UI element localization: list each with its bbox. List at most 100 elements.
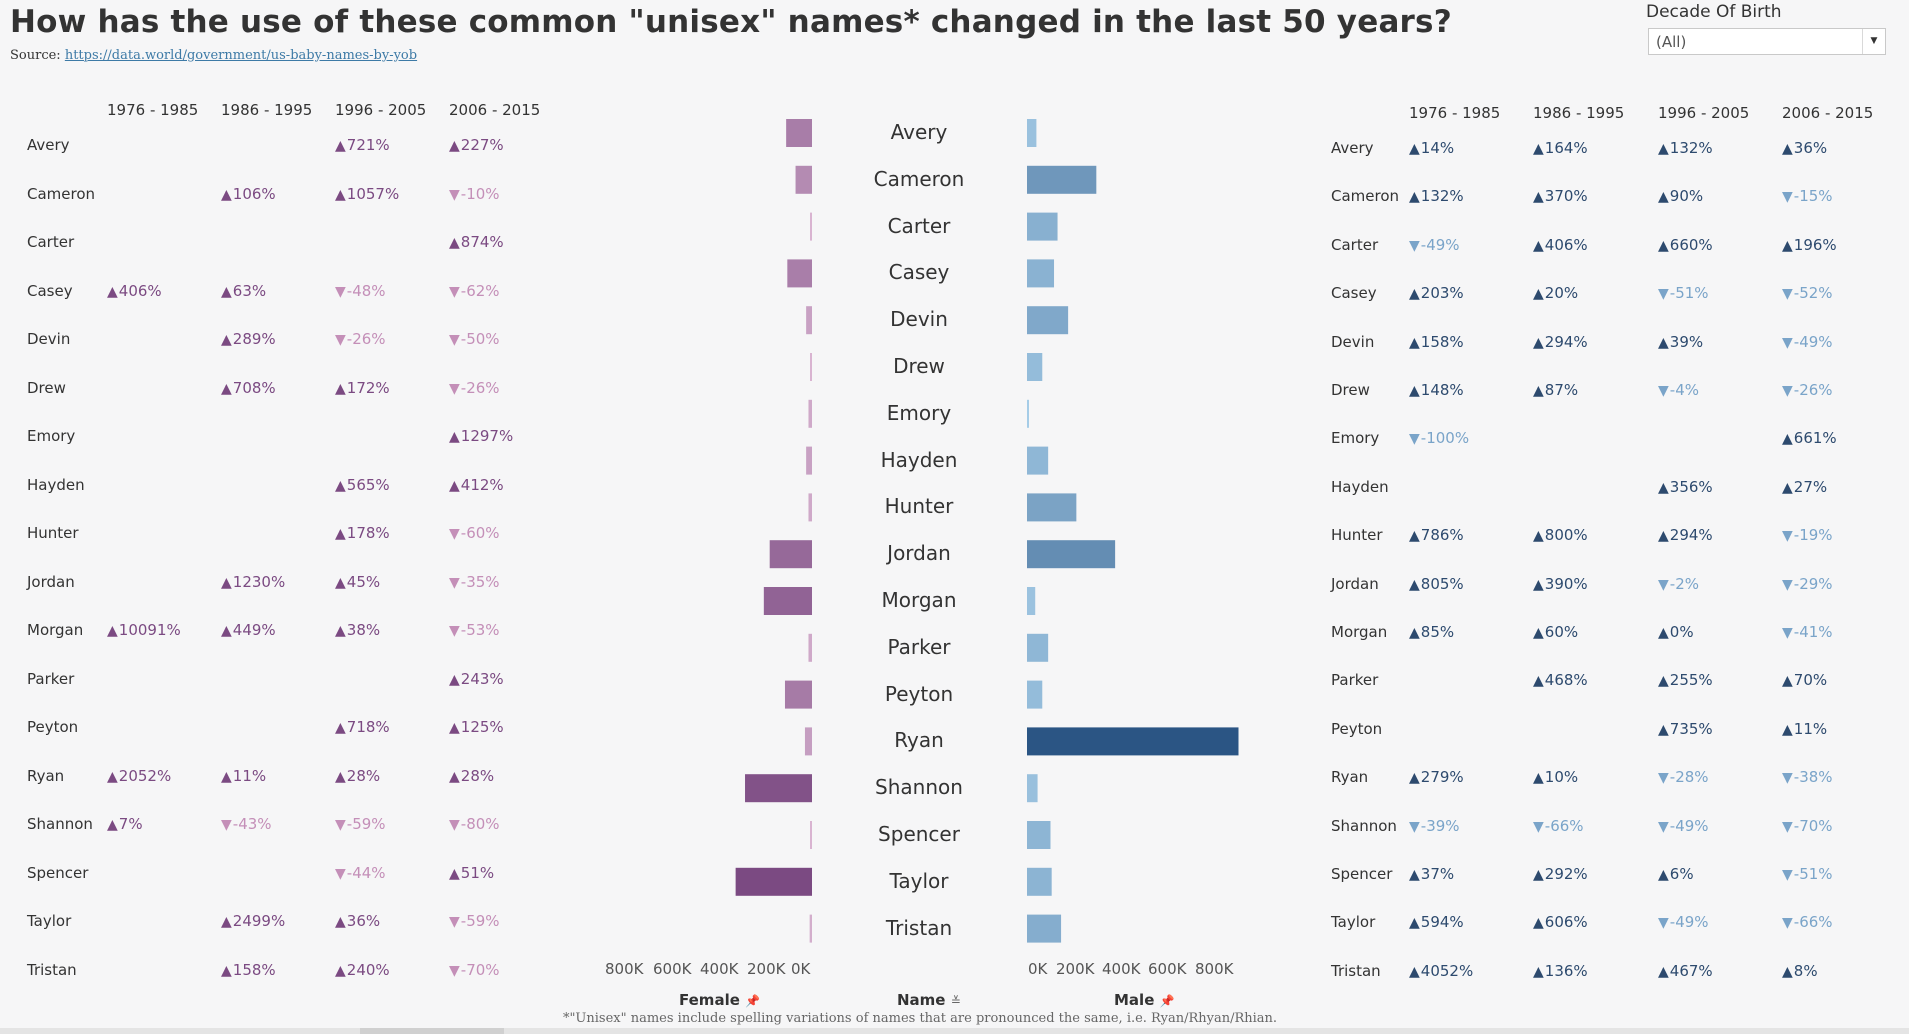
male-axis-title[interactable]: Male 📌	[1114, 991, 1175, 1009]
change-value: 60%	[1544, 623, 1579, 641]
female-axis-title[interactable]: Female 📌	[679, 991, 761, 1009]
female-bar[interactable]	[808, 493, 812, 522]
up-arrow-icon: ▲	[1409, 189, 1420, 206]
male-bar[interactable]	[1027, 165, 1097, 194]
change-value: -60%	[460, 524, 500, 542]
pin-icon[interactable]: 📌	[1159, 994, 1175, 1008]
male-bar[interactable]	[1027, 399, 1029, 428]
female-bar[interactable]	[810, 353, 812, 381]
up-arrow-icon: ▲	[449, 138, 460, 154]
male-axis-tick: 600K	[1148, 960, 1187, 978]
male-bar[interactable]	[1027, 867, 1052, 896]
change-value: 356%	[1669, 477, 1713, 496]
up-arrow-icon: ▲	[1658, 189, 1669, 206]
male-bar[interactable]	[1027, 727, 1239, 756]
male-bar[interactable]	[1027, 680, 1043, 709]
change-value: 370%	[1544, 187, 1588, 206]
center-name-label: Parker	[887, 634, 951, 659]
change-value: -49%	[1793, 332, 1833, 351]
female-change-cell: ▲158%	[221, 961, 276, 979]
male-bar[interactable]	[1027, 446, 1049, 475]
change-value: 2052%	[118, 766, 172, 785]
male-bar[interactable]	[1027, 119, 1037, 147]
female-row-name: Spencer	[27, 863, 89, 882]
female-change-cell: ▲178%	[335, 524, 390, 542]
male-bar[interactable]	[1027, 540, 1116, 569]
male-change-cell: ▼-100%	[1409, 429, 1469, 447]
female-bar[interactable]	[763, 587, 812, 615]
male-row-name: Ryan	[1331, 768, 1369, 787]
male-change-cell: ▲406%	[1533, 236, 1588, 254]
up-arrow-icon: ▲	[1782, 237, 1793, 254]
up-arrow-icon: ▲	[449, 235, 460, 251]
female-bar[interactable]	[806, 306, 812, 335]
decade-filter-dropdown[interactable]: (All) ▼	[1648, 28, 1886, 55]
source-label: Source:	[10, 48, 61, 63]
male-bar[interactable]	[1027, 633, 1049, 662]
sort-icon[interactable]: ≚	[950, 994, 961, 1008]
male-bar[interactable]	[1027, 821, 1051, 849]
change-value: -59%	[460, 912, 500, 930]
female-bar[interactable]	[810, 212, 812, 241]
male-change-cell: ▼-70%	[1782, 817, 1833, 835]
up-arrow-icon: ▲	[1409, 770, 1420, 787]
change-value: -39%	[1420, 816, 1460, 835]
male-bar[interactable]	[1027, 914, 1062, 943]
male-bar[interactable]	[1027, 493, 1077, 522]
female-bar[interactable]	[795, 165, 812, 194]
male-bar[interactable]	[1027, 259, 1055, 288]
female-bar[interactable]	[787, 259, 812, 288]
down-arrow-icon: ▼	[221, 817, 232, 833]
change-value: -66%	[1544, 816, 1584, 835]
female-bar[interactable]	[804, 727, 812, 756]
change-value: 203%	[1420, 284, 1464, 303]
change-value: -51%	[1669, 284, 1709, 303]
female-bar[interactable]	[769, 540, 812, 569]
female-bar[interactable]	[784, 680, 812, 709]
female-bar[interactable]	[735, 867, 812, 896]
male-change-cell: ▼-51%	[1782, 865, 1833, 883]
female-bar[interactable]	[808, 633, 812, 662]
female-change-cell: ▲11%	[221, 767, 266, 785]
female-bar[interactable]	[810, 821, 812, 849]
female-row-name: Hunter	[27, 524, 79, 542]
up-arrow-icon: ▲	[1533, 770, 1544, 787]
change-value: -80%	[460, 815, 500, 833]
source-link[interactable]: https://data.world/government/us-baby-na…	[64, 48, 418, 63]
male-bar[interactable]	[1027, 774, 1038, 803]
male-bar[interactable]	[1027, 306, 1069, 335]
horizontal-scrollbar[interactable]	[0, 1028, 1909, 1034]
female-bar[interactable]	[786, 119, 812, 147]
female-change-cell: ▲227%	[449, 136, 504, 154]
female-bar[interactable]	[745, 774, 812, 803]
male-change-cell: ▲4052%	[1409, 962, 1473, 980]
change-value: -2%	[1669, 574, 1699, 593]
pin-icon[interactable]: 📌	[745, 994, 761, 1008]
female-bar[interactable]	[808, 399, 812, 428]
name-axis-title[interactable]: Name ≚	[897, 991, 961, 1009]
down-arrow-icon: ▼	[1409, 431, 1420, 448]
male-bar[interactable]	[1027, 353, 1043, 381]
male-bar[interactable]	[1027, 212, 1058, 241]
female-axis-tick: 400K	[700, 960, 739, 978]
male-change-cell: ▲36%	[1782, 139, 1827, 157]
down-arrow-icon: ▼	[1782, 189, 1793, 206]
change-value: 467%	[1669, 961, 1713, 980]
female-bar[interactable]	[809, 914, 812, 943]
change-value: 148%	[1420, 381, 1464, 399]
male-change-cell: ▲20%	[1533, 284, 1578, 302]
chevron-down-icon[interactable]: ▼	[1862, 29, 1885, 54]
female-change-cell: ▲38%	[335, 621, 380, 639]
decade-filter-value: (All)	[1656, 33, 1687, 51]
scrollbar-thumb[interactable]	[360, 1028, 504, 1034]
up-arrow-icon: ▲	[449, 477, 460, 494]
female-bar[interactable]	[806, 446, 812, 475]
male-bar[interactable]	[1027, 587, 1036, 615]
change-value: 85%	[1420, 623, 1455, 641]
down-arrow-icon: ▼	[449, 332, 460, 348]
male-change-cell: ▲196%	[1782, 236, 1837, 254]
male-row-name: Devin	[1331, 332, 1375, 351]
male-row-name: Drew	[1331, 381, 1370, 399]
female-row-name: Avery	[27, 136, 70, 154]
change-value: -52%	[1793, 284, 1833, 303]
